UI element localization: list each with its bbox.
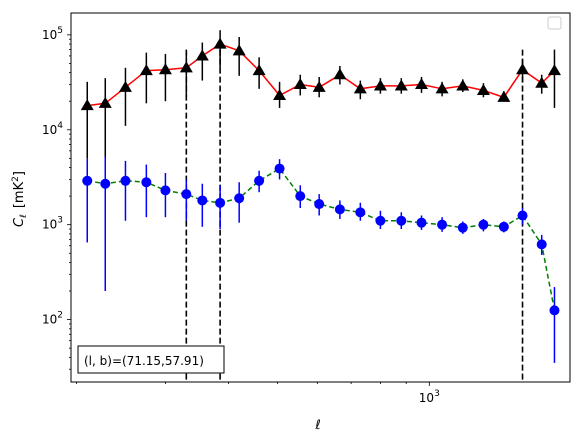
data-point-circle xyxy=(100,178,111,189)
series-line xyxy=(87,167,556,311)
legend-box xyxy=(547,16,562,30)
data-point-circle xyxy=(437,219,448,230)
y-axis-ticks: 102 103 104 105 xyxy=(42,26,71,370)
data-point-triangle xyxy=(353,82,367,94)
data-point-triangle xyxy=(435,82,449,94)
data-point-circle xyxy=(517,210,528,221)
data-point-triangle xyxy=(312,80,326,92)
data-point-triangle xyxy=(158,63,172,75)
data-point-triangle xyxy=(98,96,112,108)
y-axis-label-unit-sup: 2 xyxy=(11,176,21,182)
x-axis-ticks: 103 xyxy=(76,382,440,405)
data-point-triangle xyxy=(252,64,266,76)
data-point-triangle xyxy=(232,44,246,56)
data-point-circle xyxy=(141,177,152,188)
y-tick-label: 102 xyxy=(42,311,63,327)
y-tick-label: 105 xyxy=(42,26,63,42)
data-point-circle xyxy=(355,207,366,218)
data-point-circle xyxy=(549,305,560,316)
data-point-circle xyxy=(334,204,345,215)
data-point-circle xyxy=(197,195,208,206)
data-point-triangle xyxy=(516,63,530,75)
data-point-triangle xyxy=(415,77,429,90)
data-point-triangle xyxy=(80,99,94,111)
y-axis-label: Cℓ [mK2] xyxy=(11,171,29,227)
data-point-triangle xyxy=(293,77,307,90)
data-point-triangle xyxy=(535,76,549,88)
data-point-triangle xyxy=(139,64,153,76)
y-axis-label-main: C xyxy=(12,217,27,227)
data-point-circle xyxy=(375,215,386,226)
data-point-circle xyxy=(396,215,407,226)
data-point-circle xyxy=(254,175,265,186)
data-point-circle xyxy=(416,217,427,228)
data-point-circle xyxy=(478,219,489,230)
x-tick-label: 103 xyxy=(419,389,440,405)
data-point-circle xyxy=(160,185,171,196)
data-point-triangle xyxy=(179,61,193,73)
x-axis-label: ℓ xyxy=(314,418,320,433)
data-point-triangle xyxy=(456,79,470,91)
annotation-box: (l, b)=(71.15,57.91) xyxy=(77,345,225,374)
data-point-circle xyxy=(274,163,285,174)
data-point-circle xyxy=(536,239,547,250)
data-point-triangle xyxy=(333,68,347,80)
y-axis-label-unit-end: ] xyxy=(12,171,27,176)
data-point-triangle xyxy=(118,80,132,92)
data-point-triangle xyxy=(195,49,209,61)
data-point-circle xyxy=(82,175,93,186)
plot-area xyxy=(80,30,561,382)
plot-frame xyxy=(70,12,571,383)
data-point-circle xyxy=(314,199,325,210)
data-point-circle xyxy=(181,189,192,200)
data-point-triangle xyxy=(373,79,387,91)
data-point-triangle xyxy=(497,90,511,102)
y-axis-label-sub: ℓ xyxy=(19,214,29,219)
data-point-circle xyxy=(234,193,245,204)
data-point-circle xyxy=(215,197,226,208)
data-point-circle xyxy=(295,191,306,202)
data-point-triangle xyxy=(547,64,561,76)
y-axis-label-unit: [mK xyxy=(12,181,27,208)
data-point-triangle xyxy=(213,37,227,49)
data-point-circle xyxy=(120,175,131,186)
annotation-text: (l, b)=(71.15,57.91) xyxy=(84,354,204,368)
y-tick-label: 104 xyxy=(42,121,63,137)
data-point-triangle xyxy=(273,88,287,100)
data-point-circle xyxy=(457,222,468,233)
series-line xyxy=(87,43,556,107)
data-point-triangle xyxy=(394,79,408,91)
data-point-triangle xyxy=(476,83,490,95)
data-point-circle xyxy=(498,221,509,232)
y-tick-label: 103 xyxy=(42,216,63,232)
